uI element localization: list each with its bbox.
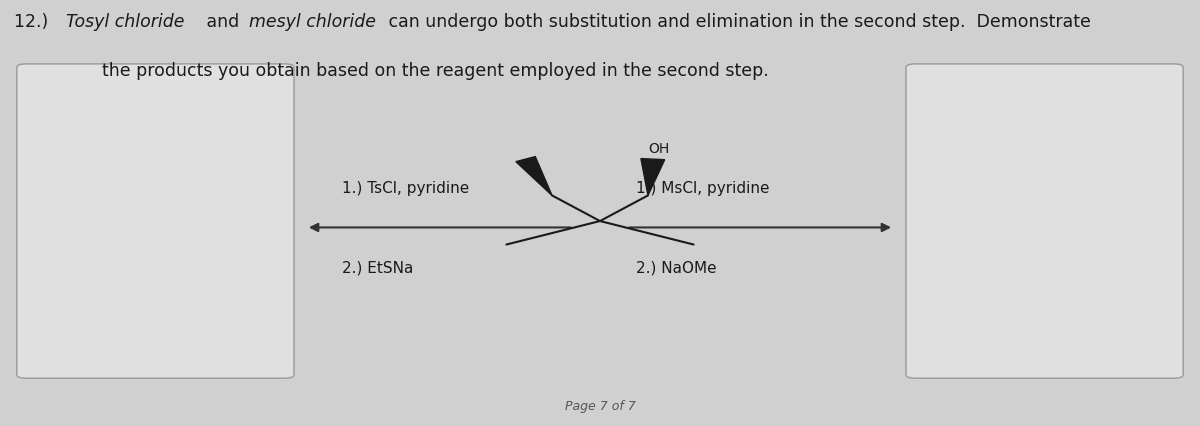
Text: 12.): 12.) xyxy=(14,13,54,31)
Text: can undergo both substitution and elimination in the second step.  Demonstrate: can undergo both substitution and elimin… xyxy=(383,13,1091,31)
Text: mesyl chloride: mesyl chloride xyxy=(248,13,376,31)
Text: OH: OH xyxy=(648,141,670,155)
Text: the products you obtain based on the reagent employed in the second step.: the products you obtain based on the rea… xyxy=(102,62,769,80)
Text: 1.) TsCl, pyridine: 1.) TsCl, pyridine xyxy=(342,181,469,196)
FancyBboxPatch shape xyxy=(906,65,1183,378)
Text: Page 7 of 7: Page 7 of 7 xyxy=(565,400,635,412)
Polygon shape xyxy=(641,159,665,196)
Text: 2.) EtSNa: 2.) EtSNa xyxy=(342,260,413,275)
Text: Tosyl chloride: Tosyl chloride xyxy=(66,13,185,31)
Text: 2.) NaOMe: 2.) NaOMe xyxy=(636,260,716,275)
Text: 1.) MsCl, pyridine: 1.) MsCl, pyridine xyxy=(636,181,769,196)
Polygon shape xyxy=(516,157,552,196)
FancyBboxPatch shape xyxy=(17,65,294,378)
Text: and: and xyxy=(200,13,245,31)
